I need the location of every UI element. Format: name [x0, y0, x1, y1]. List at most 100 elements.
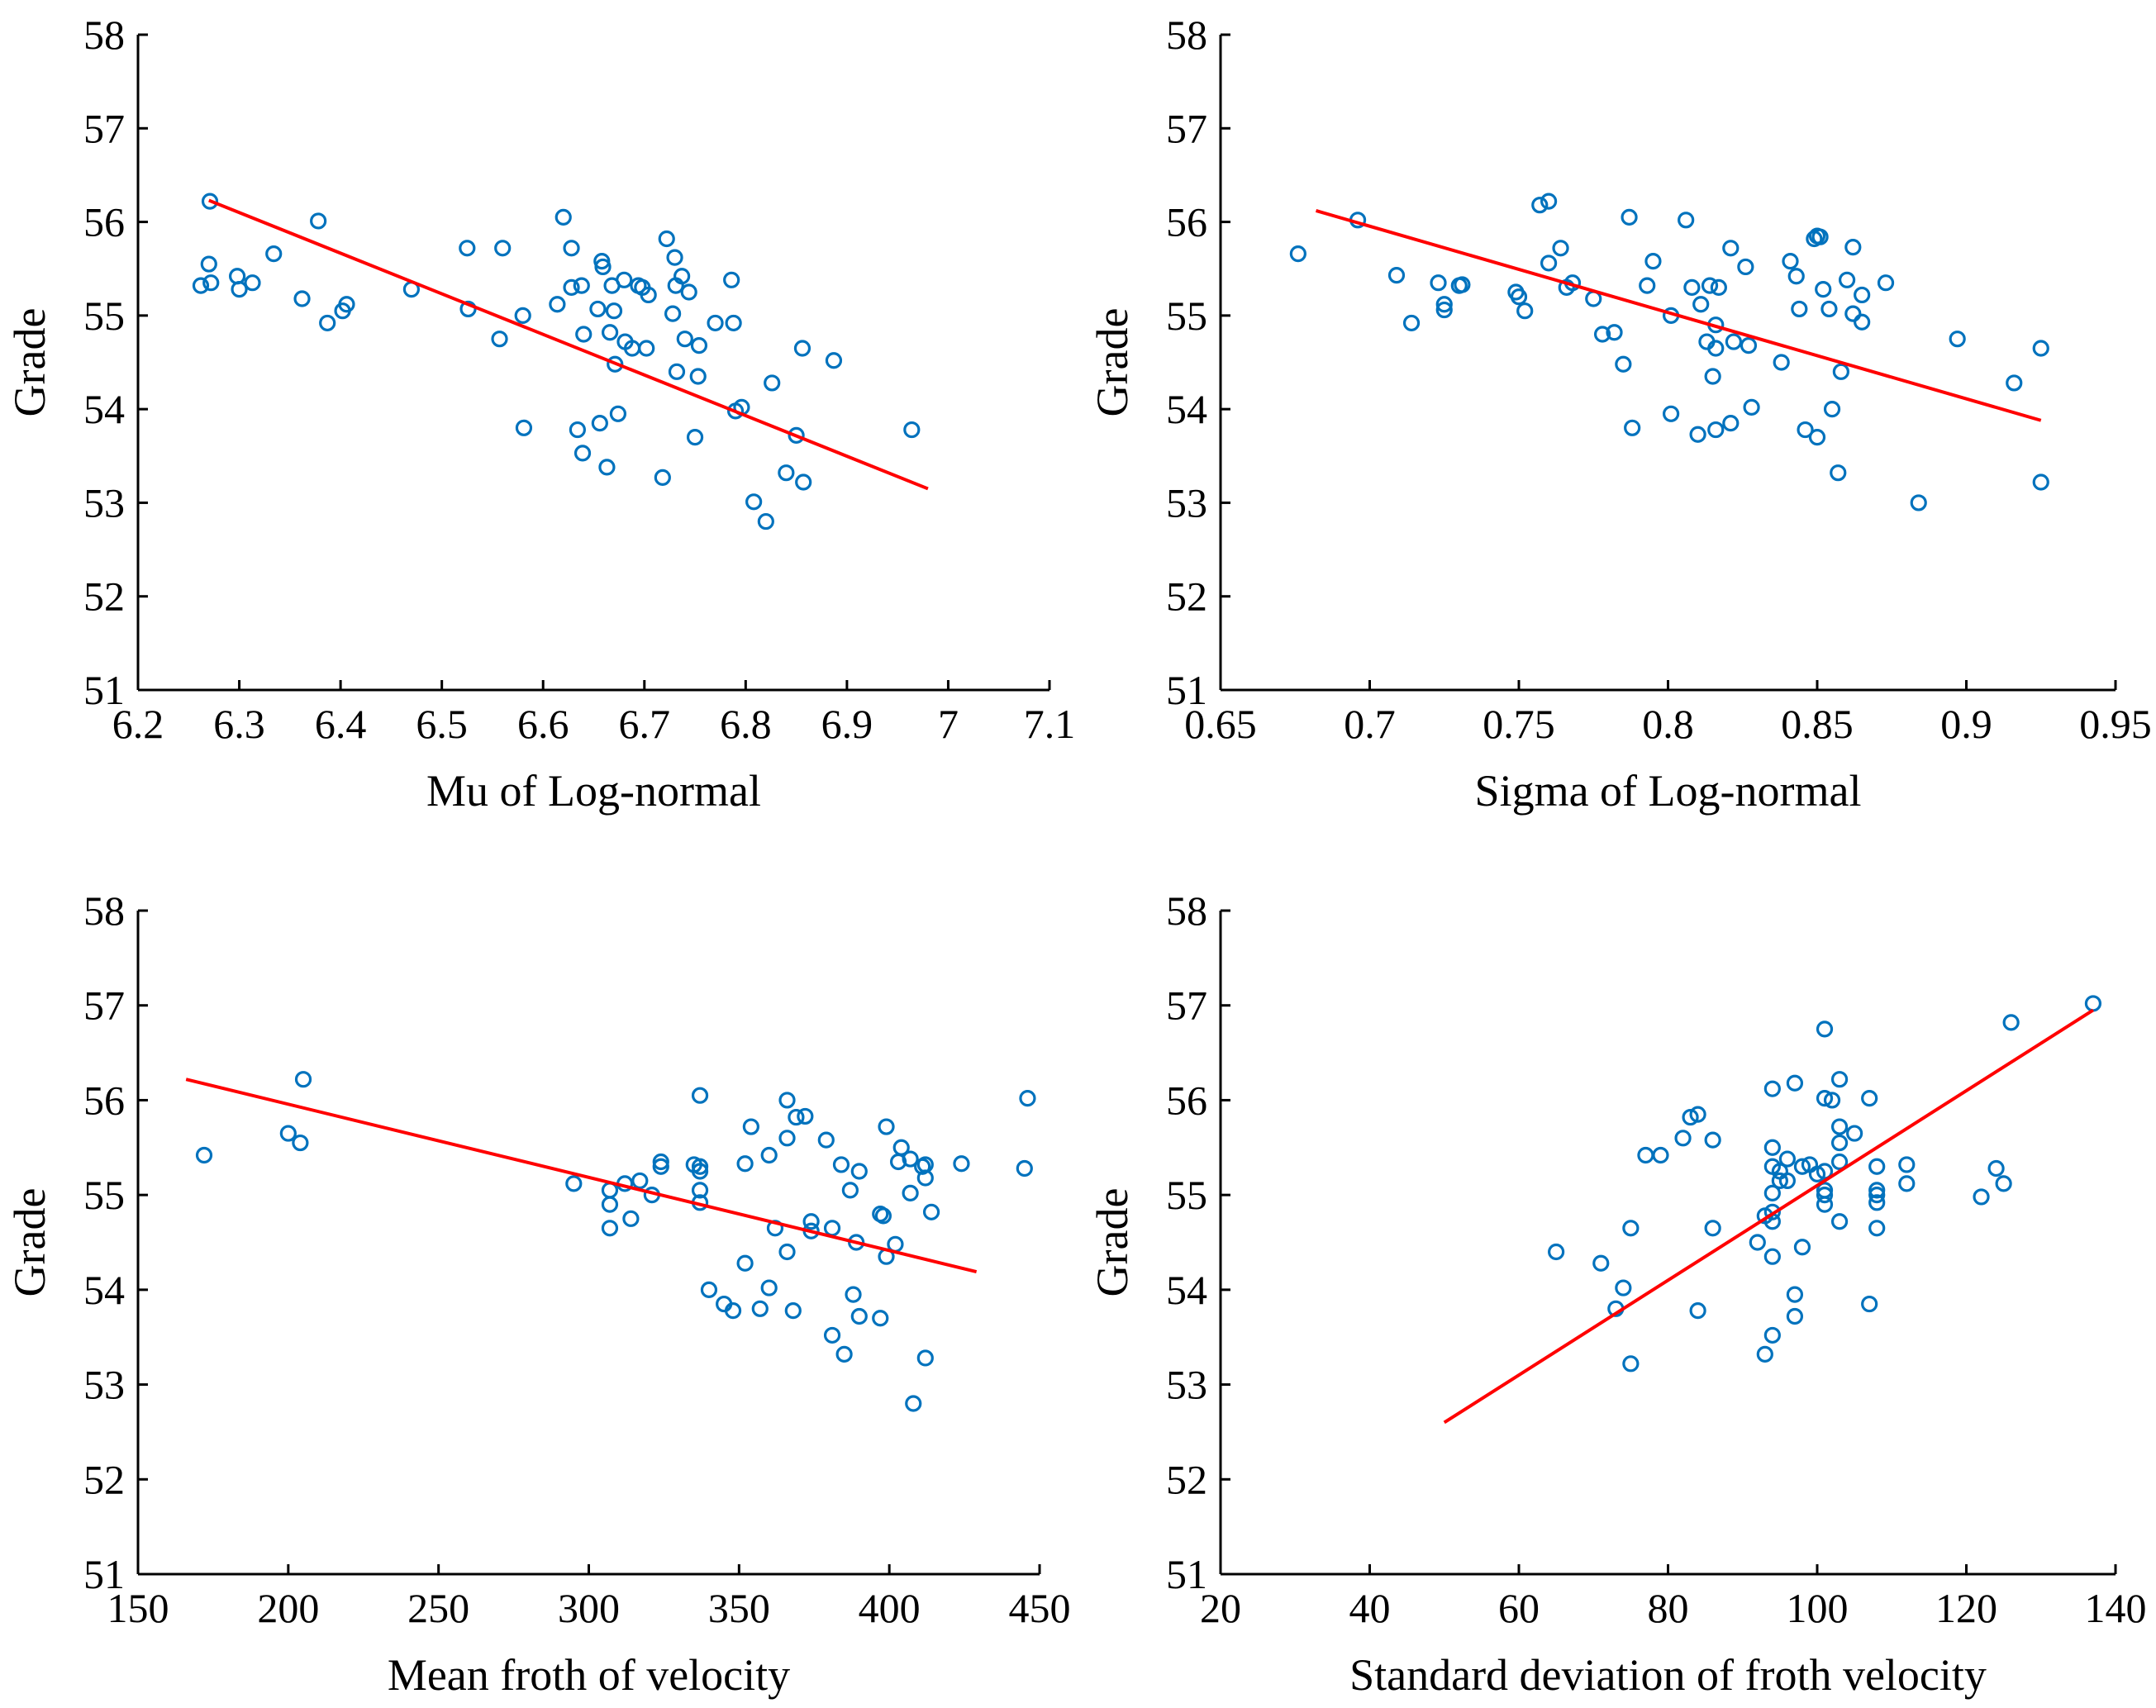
scatter-point — [1592, 1254, 1610, 1272]
scatter-point — [1763, 1326, 1781, 1344]
scatter-point — [1637, 1146, 1654, 1164]
y-tick-label: 57 — [83, 105, 125, 151]
scatter-point — [1704, 1131, 1721, 1149]
scatter-point — [1808, 1165, 1826, 1183]
y-tick-label: 58 — [1166, 12, 1207, 58]
x-tick-label: 0.7 — [1344, 701, 1396, 747]
scatter-point — [1707, 421, 1725, 439]
y-tick-label: 51 — [83, 667, 125, 713]
scatter-point — [616, 271, 633, 288]
scatter-point — [1737, 258, 1754, 276]
scatter-point — [797, 1107, 814, 1125]
scatter-point — [609, 405, 627, 422]
x-tick-label: 20 — [1200, 1585, 1241, 1631]
y-tick-label: 52 — [83, 1456, 125, 1502]
scatter-point — [1624, 419, 1641, 436]
scatter-point — [1816, 1182, 1834, 1199]
x-tick-label: 60 — [1498, 1585, 1540, 1631]
scatter-point — [1846, 1125, 1863, 1142]
scatter-point — [1652, 1146, 1669, 1164]
scatter-point — [1816, 1090, 1834, 1107]
scatter-point — [1844, 239, 1862, 256]
scatter-point — [1707, 340, 1725, 357]
scatter-point — [1725, 333, 1743, 350]
x-tick-label: 6.4 — [315, 701, 367, 747]
x-axis-label: Standard deviation of froth velocity — [1349, 1650, 1987, 1700]
y-tick-label: 56 — [83, 199, 125, 245]
scatter-point — [1722, 415, 1740, 432]
scatter-point — [195, 1146, 213, 1164]
scatter-point — [1877, 274, 1895, 292]
scatter-point — [832, 1156, 850, 1173]
scatter-point — [686, 429, 704, 446]
scatter-point — [598, 459, 616, 476]
scatter-point — [878, 1118, 895, 1135]
x-tick-label: 350 — [708, 1585, 770, 1631]
x-tick-label: 0.75 — [1483, 701, 1555, 747]
scatter-point — [491, 331, 508, 348]
scatter-point — [293, 290, 311, 307]
x-tick-label: 40 — [1349, 1585, 1391, 1631]
scatter-point — [778, 1092, 796, 1109]
y-tick-label: 51 — [83, 1551, 125, 1597]
x-tick-label: 0.85 — [1781, 701, 1854, 747]
scatter-point — [1763, 1203, 1781, 1220]
scatter-point — [2002, 1014, 2020, 1031]
x-tick-label: 120 — [1935, 1585, 1997, 1631]
scatter-point — [1987, 1159, 2005, 1178]
scatter-point — [1454, 276, 1471, 293]
scatter-panel-mean-froth-velocity: 150 200 250 300 350 400 450 51 52 53 54 55 56 57 58 Mea… — [5, 887, 1071, 1700]
scatter-point — [916, 1156, 934, 1173]
scatter-point — [1861, 1090, 1878, 1107]
scatter-point — [601, 1196, 619, 1213]
scatter-point — [707, 314, 724, 332]
scatter-point — [1771, 1172, 1788, 1190]
scatter-point — [1868, 1158, 1886, 1175]
scatter-point — [1689, 426, 1706, 443]
scatter-point — [745, 493, 763, 511]
y-tick-label: 55 — [1166, 1172, 1207, 1218]
scatter-point — [1622, 1220, 1640, 1237]
y-tick-label: 52 — [1166, 1456, 1207, 1502]
scatter-point — [654, 469, 671, 486]
scatter-point — [724, 1301, 742, 1320]
x-tick-label: 0.95 — [2079, 701, 2152, 747]
y-tick-label: 58 — [1166, 887, 1207, 934]
scatter-point — [788, 1108, 805, 1126]
scatter-point — [200, 255, 217, 273]
scatter-panel-mu-log-normal: 6.2 6.3 6.4 6.5 6.6 6.7 6.8 6.9 7 7.1 51 52 53 54 55 56… — [5, 12, 1075, 816]
scatter-point — [1844, 305, 1862, 322]
fit-line — [1443, 1008, 2094, 1425]
x-tick-label: 7.1 — [1024, 701, 1076, 747]
scatter-point — [1823, 1092, 1841, 1109]
scatter-point — [1540, 193, 1558, 210]
y-tick-label: 52 — [83, 573, 125, 620]
scatter-point — [1763, 1248, 1781, 1265]
scatter-point — [700, 1281, 718, 1298]
scatter-point — [231, 281, 248, 298]
scatter-point — [673, 268, 691, 285]
scatter-point — [823, 1220, 841, 1237]
scatter-point — [1683, 278, 1701, 296]
scatter-point — [1868, 1220, 1886, 1237]
scatter-point — [1782, 253, 1799, 270]
fit-line — [208, 198, 929, 491]
scatter-point — [1786, 1286, 1804, 1303]
y-tick-label: 58 — [83, 887, 125, 934]
scatter-point — [835, 1345, 853, 1363]
scatter-point — [874, 1207, 892, 1225]
scatter-point — [192, 277, 210, 294]
scatter-point — [1820, 300, 1838, 318]
scatter-point — [892, 1139, 910, 1156]
scatter-point — [1704, 368, 1721, 385]
scatter-point — [751, 1300, 769, 1317]
y-tick-label: 57 — [1166, 105, 1207, 151]
scatter-point — [1793, 1158, 1811, 1175]
scatter-point — [602, 324, 619, 341]
y-tick-label: 54 — [1166, 386, 1207, 432]
scatter-point — [905, 1395, 922, 1412]
scatter-point — [1816, 1187, 1834, 1204]
scatter-point — [1663, 405, 1680, 422]
scatter-point — [459, 240, 476, 257]
